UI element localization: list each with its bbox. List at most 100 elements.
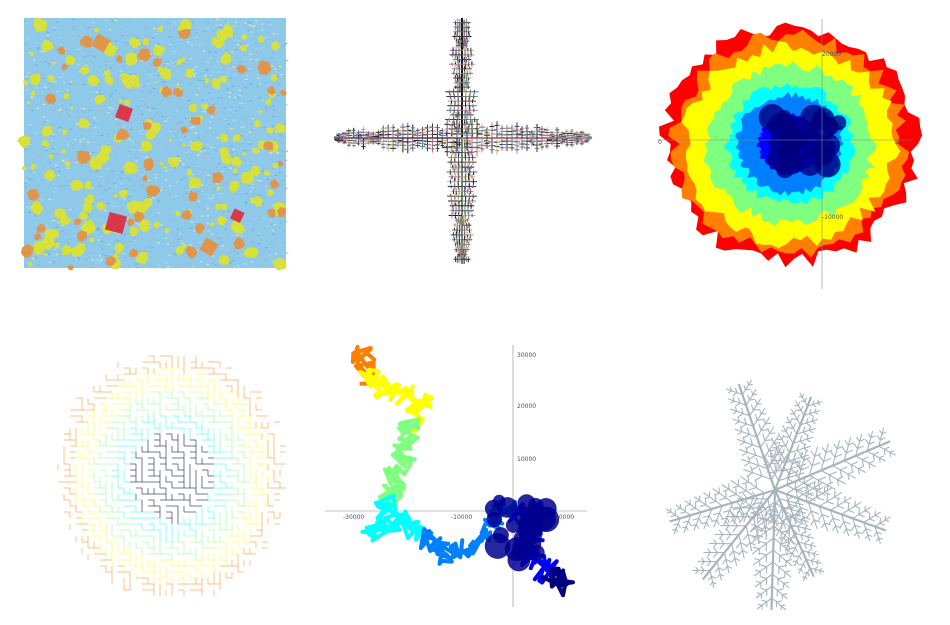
snowflake-branch [797,507,804,512]
tile-speckle [249,191,252,193]
yellow-tile [142,38,150,46]
yellow-tile [69,247,82,257]
tile-speckle [58,126,61,128]
tile-speckle [117,52,120,54]
snowflake-branch [772,573,790,589]
tile-speckle [162,81,166,83]
tile-speckle [30,27,34,29]
tile-speckle [156,91,159,93]
orange-tile [79,35,93,48]
orange-tile [115,54,123,64]
tile-speckle [45,149,48,151]
snowflake-branch [753,408,760,411]
tile-speckle [99,260,102,262]
tile-speckle [272,105,275,107]
tile-speckle [210,116,214,118]
tile-speckle [152,37,155,39]
yellow-tile [59,215,72,226]
tile-speckle [254,179,257,181]
yellow-tile [177,18,192,33]
tile-speckle [25,43,28,45]
tile-speckle [37,147,40,149]
yellow-tile [63,93,70,100]
tile-speckle [127,177,130,179]
snowflake-branch [798,396,803,398]
tile-speckle [201,215,204,217]
snowflake-branch [805,434,809,440]
tile-speckle [284,220,287,222]
tile-speckle [127,218,130,220]
tile-speckle [230,64,234,66]
tile-speckle [219,24,222,26]
tile-speckle [249,58,252,60]
snowflake-branch [794,404,799,407]
snowflake-branch [764,457,780,481]
snowflake-branch [809,542,815,546]
yellow-tile [42,125,53,138]
tile-speckle [202,50,206,52]
tile-speckle [150,247,154,249]
tile-speckle [260,216,263,218]
snowflake-branch [712,488,734,504]
tile-speckle [73,139,77,141]
snowflake-branch [754,569,761,572]
snowflake-branch [859,438,865,442]
snowflake-branch [796,444,800,451]
tile-speckle [119,78,123,80]
maze-growth-panel [50,342,290,607]
tile-speckle [70,81,73,83]
tile-speckle [153,33,157,35]
axis-label-x-neg10000: -10000 [451,514,472,521]
snowflake-branch [876,435,881,441]
tile-speckle [55,153,58,155]
tile-speckle [197,191,201,193]
tile-speckle [37,46,40,49]
tile-speckle [105,113,109,115]
cluster-core [824,116,835,127]
walk-segment [519,546,559,585]
orange-tile [263,141,274,151]
tile-speckle [74,259,78,261]
snowflake-branch [790,408,801,426]
tile-speckle [211,197,214,199]
tile-speckle [112,37,116,39]
tile-speckle [55,226,58,228]
snowflake-branch [781,604,786,607]
snowflake-branch [803,443,807,449]
snowflake-branch [754,414,758,421]
tile-speckle [285,104,288,106]
tile-speckle [96,229,99,231]
snowflake-branch [844,501,851,505]
tile-speckle [67,167,70,169]
tile-speckle [236,44,240,46]
snowflake-branch [807,551,811,557]
tile-speckle [141,133,144,135]
orange-tile [277,207,286,217]
tile-speckle [233,98,237,100]
snowflake-branch [853,531,858,537]
snowflake-branch [746,444,753,450]
snowflake-branch [706,552,711,557]
tile-speckle [96,259,99,261]
tile-speckle [220,122,224,125]
orange-tile [181,209,192,220]
tile-speckle [147,184,151,186]
tile-speckle [256,183,260,185]
tile-speckle [152,87,155,90]
tile-speckle [123,256,127,259]
yellow-tile [80,65,90,76]
tile-speckle [61,247,64,249]
snowflake-branch [739,507,745,515]
orange-tile [233,236,245,250]
tile-speckle [123,44,127,47]
tile-speckle [100,134,103,137]
tile-speckle [205,70,209,72]
snowflake-branch [732,525,738,532]
tile-speckle [258,83,262,85]
tile-speckle [96,108,99,110]
tile-speckle [257,234,260,236]
snowflake-branch [798,559,807,574]
tile-speckle [78,164,81,167]
tile-speckle [151,181,155,184]
tile-speckle [30,96,34,98]
